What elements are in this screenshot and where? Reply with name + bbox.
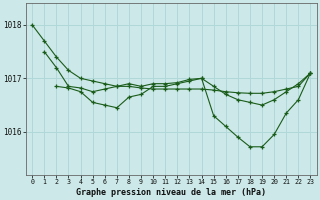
X-axis label: Graphe pression niveau de la mer (hPa): Graphe pression niveau de la mer (hPa) (76, 188, 266, 197)
